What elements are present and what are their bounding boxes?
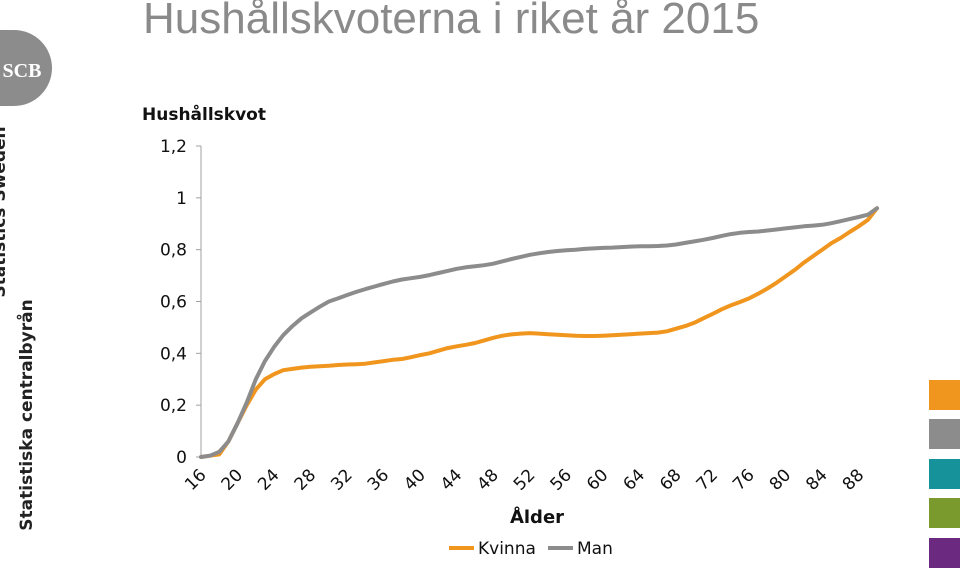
x-tick-label: 60 [583, 465, 612, 494]
legend-label-man: Man [577, 539, 613, 559]
logo-text: SCB [3, 60, 42, 82]
x-tick-label: 24 [254, 465, 283, 494]
x-tick-label: 64 [620, 465, 649, 494]
x-tick-label: 56 [546, 465, 575, 494]
scb-logo: SCB [0, 30, 52, 106]
x-tick-label: 44 [437, 465, 466, 494]
y-tick-label: 1,2 [160, 137, 187, 157]
x-tick-label: 84 [802, 465, 831, 494]
y-tick-label: 0,4 [160, 344, 187, 364]
y-tick-label: 0,2 [160, 396, 187, 416]
x-tick-label: 88 [839, 465, 868, 494]
palette-swatch-green [929, 498, 960, 528]
y-tick-label: 0,6 [160, 293, 187, 313]
x-tick-label: 40 [400, 465, 429, 494]
x-tick-label: 80 [766, 465, 795, 494]
x-tick-label: 72 [693, 465, 722, 494]
x-tick-label: 48 [473, 465, 502, 494]
palette-swatch-teal [929, 459, 960, 489]
x-tick-label: 76 [729, 465, 758, 494]
x-tick-label: 28 [291, 465, 320, 494]
x-tick-label: 52 [510, 465, 539, 494]
y-axis-title: Hushållskvot [142, 105, 266, 125]
palette-swatch-gray [929, 419, 960, 449]
palette-swatch-purple [929, 538, 960, 568]
x-tick-label: 32 [327, 465, 356, 494]
page-title: Hushållskvoterna i riket år 2015 [143, 0, 760, 43]
x-tick-label: 16 [181, 465, 210, 494]
y-tick-label: 1 [176, 189, 187, 209]
x-tick-label: 20 [218, 465, 247, 494]
series-line-man [199, 206, 879, 459]
y-tick-label: 0,8 [160, 241, 187, 261]
x-tick-label: 36 [364, 465, 393, 494]
x-axis-title: Ålder [510, 505, 564, 528]
legend-label-kvinna: Kvinna [478, 539, 536, 559]
series-line-kvinna [199, 206, 879, 459]
x-tick-label: 68 [656, 465, 685, 494]
palette-swatch-orange [929, 380, 960, 410]
y-tick-label: 0 [176, 448, 187, 468]
